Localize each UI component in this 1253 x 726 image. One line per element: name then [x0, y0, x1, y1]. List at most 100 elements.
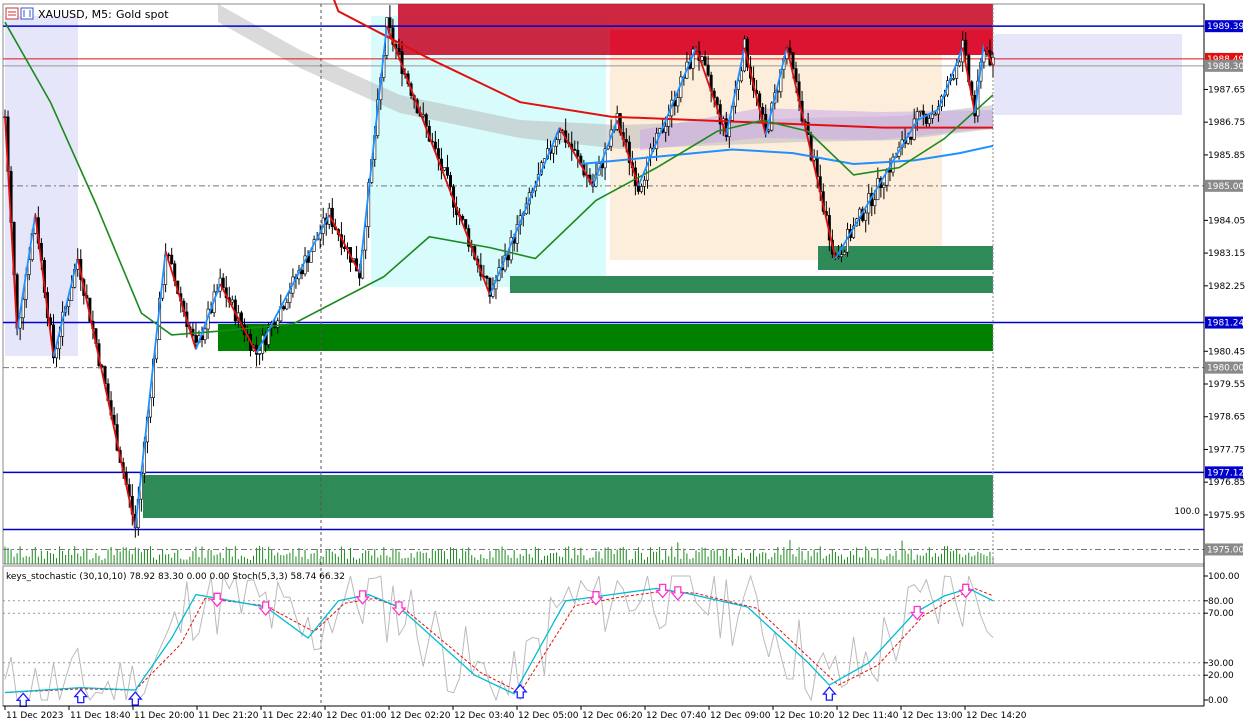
osc-tick-label: 70.00 [1208, 609, 1234, 619]
buy-arrow-icon [127, 691, 143, 706]
sell-arrow-icon [655, 583, 671, 599]
candle-body [442, 167, 446, 171]
price-tick-label: 1986.75 [1208, 118, 1245, 128]
oscillator-panel-frame [2, 565, 1205, 707]
indicator-list-icon[interactable] [20, 7, 34, 20]
sell-arrow-icon [209, 592, 225, 608]
zigzag-segment [834, 119, 919, 260]
sell-arrow-icon [909, 605, 925, 621]
candle-body [221, 277, 225, 289]
candle-body [839, 254, 843, 258]
candle-body [433, 141, 437, 149]
supply-zone-inner [610, 30, 993, 55]
demand-zone-mid [510, 276, 993, 293]
osc-tick-label: 100.00 [1208, 572, 1240, 582]
price-tag-label: 1980.00 [1207, 364, 1244, 374]
zigzag-segment [164, 251, 197, 350]
candle-body [888, 169, 892, 173]
candle-body [461, 215, 465, 220]
demand-zone-small [818, 246, 993, 270]
ma-ribbon [218, 4, 993, 149]
candle-body [639, 186, 643, 192]
candle-body [664, 126, 668, 133]
time-tick-label: 11 Dec 20:00 [134, 711, 195, 721]
price-tick-label: 1982.25 [1208, 282, 1245, 292]
demand-zone-low [143, 475, 993, 518]
demand-zone-dark [218, 324, 993, 351]
candle-body [924, 114, 928, 124]
candle-body [194, 335, 198, 343]
price-tick-label: 1987.65 [1208, 85, 1245, 95]
stoch-raw-line [4, 574, 994, 702]
price-tick-label: 1978.65 [1208, 413, 1245, 423]
price-tag-label: 1989.39 [1207, 22, 1244, 32]
time-tick-label: 12 Dec 11:40 [838, 711, 899, 721]
price-tag-label: 1975.00 [1207, 545, 1244, 555]
candle-body [573, 148, 577, 151]
zigzag-segment [973, 43, 985, 114]
price-tag-box [1205, 543, 1243, 556]
candle-body [912, 118, 916, 140]
candle-body [706, 64, 710, 76]
candle-body [464, 219, 468, 229]
zigzag-segment [558, 127, 594, 187]
zigzag-segment [52, 258, 79, 357]
candle-body [933, 113, 937, 116]
zigzag-segment [358, 25, 388, 274]
candle-body [388, 17, 392, 29]
candle-body [288, 292, 292, 303]
candle-body [964, 39, 968, 56]
zigzag-segment [695, 47, 728, 136]
candle-body [767, 129, 771, 132]
candle-body [791, 52, 795, 69]
candle-body [873, 199, 877, 207]
candle-body [788, 47, 792, 53]
candle-body [927, 118, 931, 124]
price-tag-box [1205, 316, 1243, 329]
candle-body [552, 145, 556, 154]
zigzag-segment [219, 283, 258, 354]
zigzag-segment [76, 258, 137, 528]
candle-body [842, 251, 846, 255]
price-tag-box [1205, 361, 1243, 374]
zigzag-segment [592, 120, 619, 187]
osc-tick-label: 30.00 [1208, 659, 1234, 669]
zigzag-segment [983, 43, 994, 67]
candle-body [449, 175, 453, 188]
candle-body [761, 106, 765, 115]
candle-body [364, 226, 368, 251]
time-tick-label: 12 Dec 03:40 [454, 711, 515, 721]
price-tick-label: 1975.95 [1208, 511, 1245, 521]
osc-tick-label: 80.00 [1208, 597, 1234, 607]
candle-body [576, 149, 580, 157]
time-tick-label: 12 Dec 10:20 [774, 711, 835, 721]
zigzag-segment [328, 214, 361, 274]
zigzag-segment [134, 251, 167, 528]
zigzag-segment [386, 25, 491, 296]
candle-body [488, 278, 492, 297]
sell-arrow-icon [391, 601, 407, 616]
candle-body [624, 139, 628, 143]
time-tick-label: 11 Dec 2023 [6, 711, 64, 721]
time-tick-label: 12 Dec 09:00 [710, 711, 771, 721]
chart-window-icon[interactable] [5, 7, 19, 20]
zigzag-segment [4, 116, 19, 332]
candle-body [397, 48, 401, 52]
candle-body [806, 121, 810, 135]
candle-body [864, 212, 868, 221]
candle-body [300, 270, 304, 275]
candle-body [21, 299, 25, 319]
chart-header: XAUUSD, M5: Gold spot [5, 7, 169, 21]
candle-body [952, 78, 956, 80]
zigzag-segment [786, 47, 837, 259]
candle-body [955, 65, 959, 79]
zigzag-segment [743, 47, 767, 136]
osc-tick-label: 0.00 [1208, 696, 1228, 706]
ma-blue-line [580, 144, 994, 166]
price-tick-label: 1979.55 [1208, 380, 1245, 390]
candle-body [958, 61, 962, 67]
candle-body [852, 225, 856, 238]
candle-body [282, 306, 286, 310]
